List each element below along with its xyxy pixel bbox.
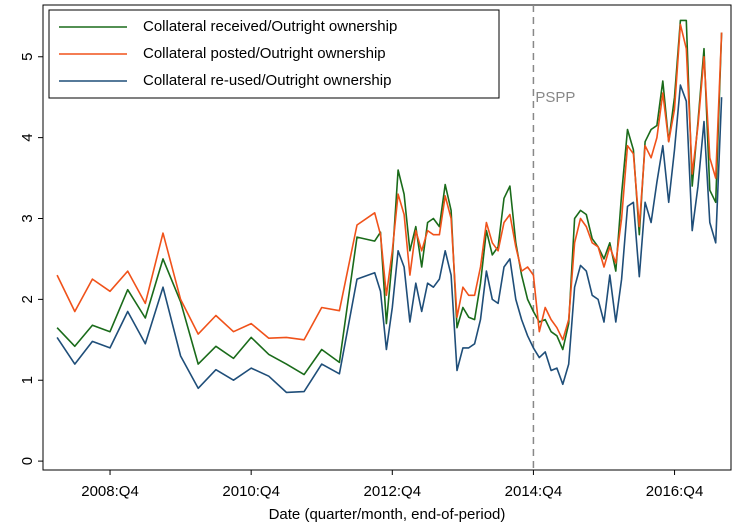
series-line (56, 19, 723, 376)
series-line (56, 23, 723, 341)
legend-label: Collateral received/Outright ownership (143, 18, 397, 35)
annotation-label: PSPP (535, 89, 575, 106)
y-tick-label: 1 (19, 376, 36, 384)
y-tick-label: 5 (19, 53, 36, 61)
legend-label: Collateral re-used/Outright ownership (143, 72, 391, 89)
y-tick-label: 0 (19, 457, 36, 465)
series-line (56, 84, 723, 394)
x-tick-label: 2010:Q4 (222, 483, 280, 500)
y-tick-label: 2 (19, 295, 36, 303)
legend-label: Collateral posted/Outright ownership (143, 45, 386, 62)
x-tick-label: 2014:Q4 (505, 483, 563, 500)
plot-frame (42, 4, 732, 471)
x-tick-label: 2008:Q4 (81, 483, 139, 500)
y-tick-label: 3 (19, 214, 36, 222)
y-tick-label: 4 (19, 133, 36, 141)
legend: Collateral received/Outright ownership Co… (48, 9, 500, 99)
x-axis-label: Date (quarter/month, end-of-period) (269, 506, 506, 523)
x-tick-label: 2012:Q4 (364, 483, 422, 500)
x-tick-label: 2016:Q4 (646, 483, 704, 500)
